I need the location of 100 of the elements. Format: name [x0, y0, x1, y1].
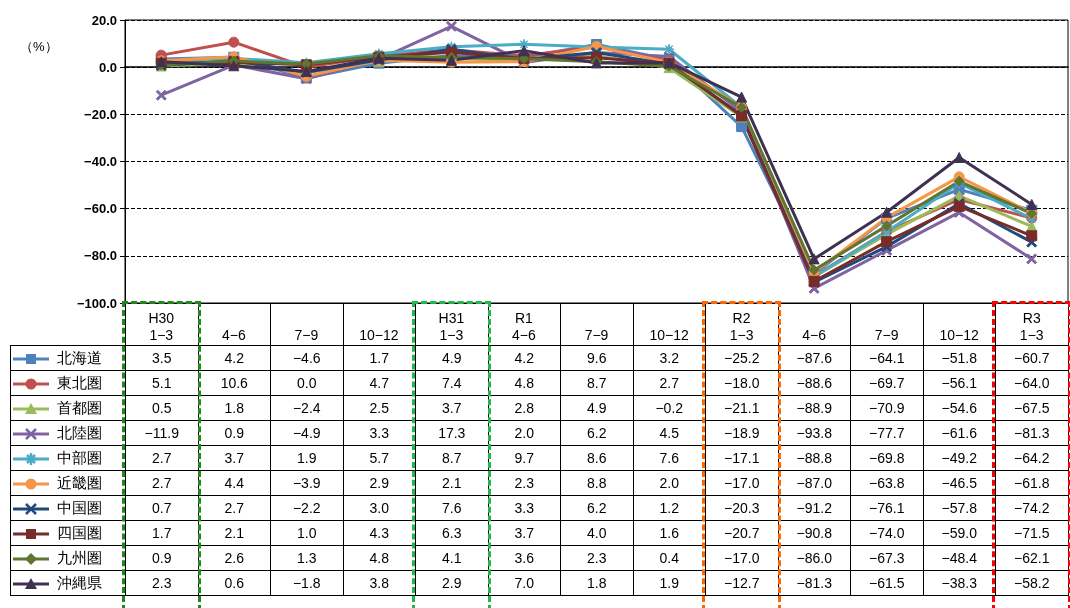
data-label: 2.6	[198, 545, 271, 571]
data-label: −2.2	[270, 495, 343, 521]
y-tick-label: −100.0	[76, 295, 117, 311]
data-label: −20.7	[705, 520, 778, 546]
data-label: 2.7	[198, 495, 271, 521]
data-label: 0.9	[198, 420, 271, 446]
data-label: 8.6	[560, 445, 633, 471]
data-label: −48.4	[923, 545, 996, 571]
data-label: 4.9	[560, 395, 633, 421]
data-label: −61.5	[850, 570, 923, 596]
legend-label: 四国圏	[57, 523, 102, 541]
data-label: −21.1	[705, 395, 778, 421]
data-label: 1.8	[560, 570, 633, 596]
data-label: 4.4	[198, 470, 271, 496]
legend-label: 中部圏	[57, 448, 102, 466]
data-label: 2.8	[488, 395, 561, 421]
data-label: 1.7	[125, 520, 198, 546]
data-label: 3.2	[633, 345, 706, 371]
data-label: −77.7	[850, 420, 923, 446]
data-label: −63.8	[850, 470, 923, 496]
legend-label: 近畿圏	[57, 473, 102, 491]
data-label: −69.8	[850, 445, 923, 471]
data-label: 1.2	[633, 495, 706, 521]
data-label: −61.8	[995, 470, 1068, 496]
data-label: −4.9	[270, 420, 343, 446]
legend-label: 沖縄県	[57, 573, 102, 591]
data-label: −59.0	[923, 520, 996, 546]
data-label: 2.0	[488, 420, 561, 446]
data-label: 1.0	[270, 520, 343, 546]
legend-label: 九州圏	[57, 548, 102, 566]
x-tick-label: R3 1−3	[1019, 309, 1044, 343]
data-label: −64.1	[850, 345, 923, 371]
data-label: 1.6	[633, 520, 706, 546]
legend-label: 北陸圏	[57, 423, 102, 441]
data-label: 3.3	[343, 420, 416, 446]
y-tick-label: −80.0	[84, 248, 117, 264]
y-tick-label: −40.0	[84, 154, 117, 169]
data-label: 2.7	[125, 470, 198, 496]
data-label: 0.6	[198, 570, 271, 596]
data-label: −70.9	[850, 395, 923, 421]
data-label: −71.5	[995, 520, 1068, 546]
data-label: 6.2	[560, 495, 633, 521]
data-label: 2.3	[125, 570, 198, 596]
data-label: −88.6	[778, 370, 851, 396]
data-label: 2.7	[633, 370, 706, 396]
data-label: −61.6	[923, 420, 996, 446]
x-tick-label: 7−9	[874, 326, 899, 343]
data-label: 4.9	[415, 345, 488, 371]
x-tick-label: 4−6	[221, 326, 246, 343]
data-label: −57.8	[923, 495, 996, 521]
y-tick-label: −60.0	[84, 201, 117, 217]
y-tick-label: 20.0	[91, 12, 117, 28]
data-label: 5.1	[125, 370, 198, 396]
x-tick-label: 4−6	[802, 326, 827, 343]
data-label: −2.4	[270, 395, 343, 421]
data-label: −62.1	[995, 545, 1068, 571]
data-label: −11.9	[125, 420, 198, 446]
data-label: 9.6	[560, 345, 633, 371]
data-label: −38.3	[923, 570, 996, 596]
data-label: 10.6	[198, 370, 271, 396]
data-label: 2.7	[125, 445, 198, 471]
data-label: −74.2	[995, 495, 1068, 521]
x-tick-label: 10−12	[939, 326, 980, 343]
data-label: −87.6	[778, 345, 851, 371]
data-label: −76.1	[850, 495, 923, 521]
data-label: 4.5	[633, 420, 706, 446]
data-label: −60.7	[995, 345, 1068, 371]
data-label: 7.4	[415, 370, 488, 396]
data-label: 3.3	[488, 495, 561, 521]
y-axis-title: （%）	[20, 38, 58, 56]
data-label: −69.7	[850, 370, 923, 396]
data-label: 4.8	[343, 545, 416, 571]
data-label: 1.9	[270, 445, 343, 471]
data-label: 2.1	[198, 520, 271, 546]
legend-label: 中国圏	[57, 498, 102, 516]
data-label: 3.5	[125, 345, 198, 371]
data-label: −74.0	[850, 520, 923, 546]
data-label: 7.6	[633, 445, 706, 471]
data-label: −64.2	[995, 445, 1068, 471]
data-label: 8.8	[560, 470, 633, 496]
data-label: 6.2	[560, 420, 633, 446]
data-label: −3.9	[270, 470, 343, 496]
data-label: 3.7	[415, 395, 488, 421]
data-label: 9.7	[488, 445, 561, 471]
data-label: 2.3	[488, 470, 561, 496]
data-label: 0.4	[633, 545, 706, 571]
data-label: −58.2	[995, 570, 1068, 596]
data-label: 3.8	[343, 570, 416, 596]
data-label: 0.7	[125, 495, 198, 521]
data-label: 1.8	[198, 395, 271, 421]
data-label: 0.0	[270, 370, 343, 396]
x-tick-label: H30 1−3	[148, 309, 175, 343]
x-tick-label: R1 4−6	[512, 309, 537, 343]
data-label: −4.6	[270, 345, 343, 371]
data-label: −81.3	[995, 420, 1068, 446]
data-label: 3.6	[488, 545, 561, 571]
data-label: −0.2	[633, 395, 706, 421]
data-label: 4.3	[343, 520, 416, 546]
data-label: 8.7	[415, 445, 488, 471]
data-label: 3.0	[343, 495, 416, 521]
